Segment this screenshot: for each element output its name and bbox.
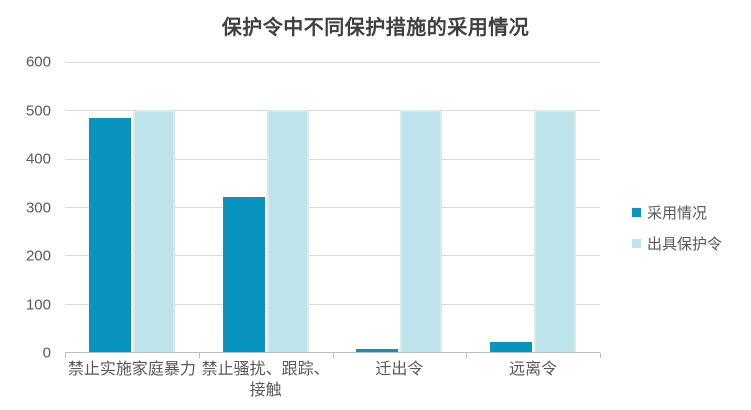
- gridline: [65, 62, 600, 63]
- bar-issued: [534, 110, 577, 352]
- x-axis-tick: [65, 353, 66, 358]
- bar-issued: [400, 110, 443, 352]
- bar-group: [333, 62, 467, 352]
- x-category-label: 禁止实施家庭暴力: [67, 361, 196, 378]
- bar-adopted: [490, 341, 533, 352]
- x-axis-tick: [198, 353, 200, 358]
- legend: 采用情况 出具保护令: [632, 202, 722, 254]
- bar-issued: [132, 110, 175, 352]
- bar-group: [466, 62, 600, 352]
- x-axis-tick: [332, 353, 334, 358]
- bar-groups: [65, 62, 600, 352]
- legend-label: 出具保护令: [647, 236, 723, 253]
- gridline: [65, 207, 600, 208]
- gridline: [65, 303, 600, 305]
- x-axis: 禁止实施家庭暴力 禁止骚扰、跟踪、接触 迁出令 远离令: [65, 360, 600, 402]
- bar-adopted: [222, 197, 265, 352]
- chart-title: 保护令中不同保护措施的采用情况: [221, 17, 530, 39]
- x-axis-tick: [466, 353, 468, 358]
- y-axis: 0 100 200 300 400 500 600: [0, 54, 51, 362]
- y-tick-label: 400: [25, 150, 51, 168]
- gridline: [65, 110, 600, 112]
- y-tick-label: 100: [25, 296, 51, 313]
- gridline: [65, 255, 600, 257]
- y-tick-label: 0: [42, 344, 51, 362]
- bar-group: [199, 62, 333, 352]
- bar-group: [65, 62, 199, 352]
- y-tick-label: 300: [25, 199, 51, 216]
- x-axis-tick: [600, 353, 601, 358]
- bar-issued: [266, 110, 309, 352]
- plot-area: [65, 62, 600, 353]
- x-category-label: 远离令: [509, 361, 558, 378]
- y-tick-label: 500: [25, 102, 51, 119]
- y-tick-label: 200: [25, 247, 51, 265]
- gridline: [65, 158, 600, 160]
- legend-label: 采用情况: [647, 205, 708, 222]
- legend-item: 采用情况: [632, 202, 722, 223]
- legend-marker-icon: [632, 239, 641, 248]
- bar-adopted: [356, 349, 399, 352]
- legend-item: 出具保护令: [632, 233, 722, 254]
- x-category-label: 迁出令: [375, 361, 424, 378]
- x-category-label: 禁止骚扰、跟踪、接触: [201, 361, 330, 399]
- bar-adopted: [88, 117, 131, 352]
- legend-marker-icon: [632, 208, 641, 217]
- y-tick-label: 600: [25, 53, 51, 71]
